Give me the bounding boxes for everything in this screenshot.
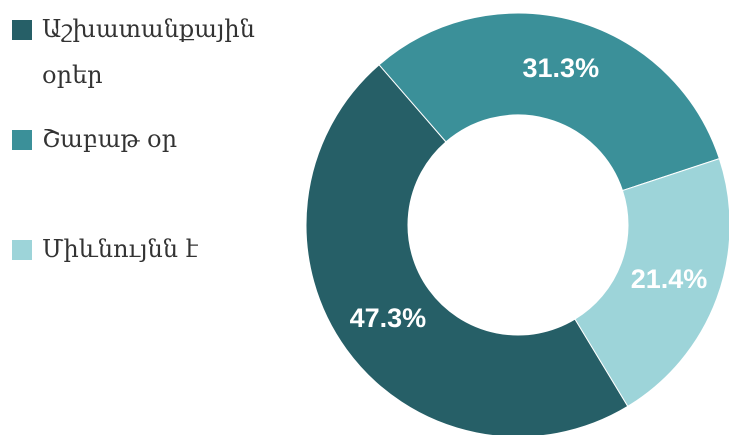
data-label: 31.3%	[523, 53, 600, 83]
legend-item: Աշխատանքային օրեր	[12, 6, 282, 98]
data-label: 47.3%	[350, 303, 427, 333]
legend-swatch	[12, 20, 32, 40]
legend-item: Շաբաթ օր	[12, 116, 282, 162]
donut-slice	[305, 64, 629, 435]
data-label: 21.4%	[631, 264, 708, 294]
legend-label: Շաբաթ օր	[42, 125, 178, 153]
legend-label: Միևնույնն է	[42, 235, 198, 263]
legend-swatch	[12, 130, 32, 150]
legend-swatch	[12, 240, 32, 260]
legend-label: Աշխատանքային օրեր	[42, 15, 255, 89]
donut-slice	[574, 158, 729, 408]
donut-slice	[378, 12, 720, 192]
legend-item: Միևնույնն է	[12, 226, 282, 272]
